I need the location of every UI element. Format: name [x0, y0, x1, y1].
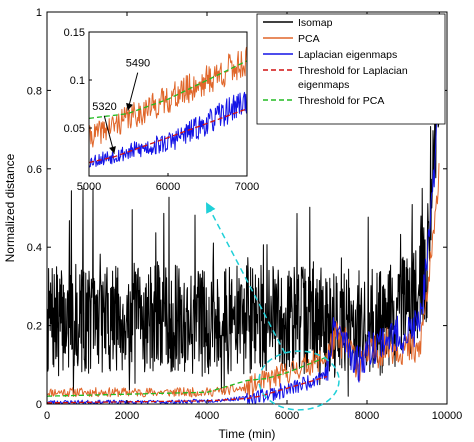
y-tick-label: 0.6	[27, 164, 42, 176]
legend-entry-label: Laplacian eigenmaps	[298, 49, 397, 61]
legend-entry-label: eigenmaps	[298, 79, 349, 91]
zoom-indicator	[206, 202, 340, 411]
main-axis-ticks: 0 2000 4000 6000 8000 10000 0 0.2 0.4 0.6 0.8 1	[27, 7, 463, 422]
inset-series-line-laplacian	[89, 91, 247, 168]
inset-series-line-threshold-laplacian	[89, 108, 247, 164]
inset-x-tick-label: 5000	[77, 181, 101, 193]
inset-x-tick-label: 7000	[235, 181, 259, 193]
zoom-arrow	[206, 202, 286, 354]
x-tick-label: 4000	[195, 410, 219, 422]
zoom-ellipse	[258, 350, 340, 411]
inset-background	[89, 32, 247, 176]
inset-series-line-pca	[89, 46, 247, 148]
main-plot-lines	[47, 12, 440, 404]
x-axis-label: Time (min)	[219, 427, 276, 441]
x-tick-label: 8000	[355, 410, 379, 422]
inset-series-line-threshold-pca	[89, 60, 247, 120]
y-tick-label: 0.8	[27, 85, 42, 97]
x-tick-label: 6000	[275, 410, 299, 422]
y-tick-label: 0.4	[27, 242, 42, 254]
legend: Isomap PCA Laplacian eigenmaps Threshold fo…	[256, 13, 446, 125]
x-tick-label: 10000	[432, 410, 463, 422]
series-line-threshold-laplacian	[47, 375, 328, 404]
legend-entry-label: Threshold for PCA	[298, 95, 384, 107]
inset-plot-lines	[89, 46, 247, 168]
y-tick-label: 0.2	[27, 321, 42, 333]
inset-x-tick-label: 6000	[156, 181, 180, 193]
legend-entry-label: Isomap	[298, 17, 333, 29]
y-tick-label: 1	[36, 7, 42, 19]
annotation-label-5320: 5320	[92, 101, 116, 113]
y-axis-label: Normalized distance	[3, 153, 17, 262]
main-plot-frame	[46, 11, 448, 405]
inset-y-tick-label: 0.1	[70, 75, 85, 87]
legend-box	[256, 13, 446, 125]
inset-y-tick-label: 0.15	[64, 27, 85, 39]
x-tick-label: 0	[44, 410, 50, 422]
inset-y-tick-label: 0.05	[64, 123, 85, 135]
series-line-threshold-pca	[47, 356, 328, 397]
annotation-arrowhead	[109, 146, 116, 154]
y-tick-label: 0	[36, 399, 42, 411]
x-tick-label: 2000	[115, 410, 139, 422]
inset-annotations: 5320 5490	[92, 58, 150, 154]
annotation-label-5490: 5490	[126, 58, 150, 70]
series-line-laplacian	[47, 18, 440, 404]
inset-axis-ticks: 5000 6000 7000 0.05 0.1 0.15	[64, 27, 260, 193]
annotation-arrowhead	[126, 102, 133, 111]
legend-entry-label: Threshold for Laplacian	[298, 65, 408, 77]
legend-entry-label: PCA	[298, 33, 320, 45]
